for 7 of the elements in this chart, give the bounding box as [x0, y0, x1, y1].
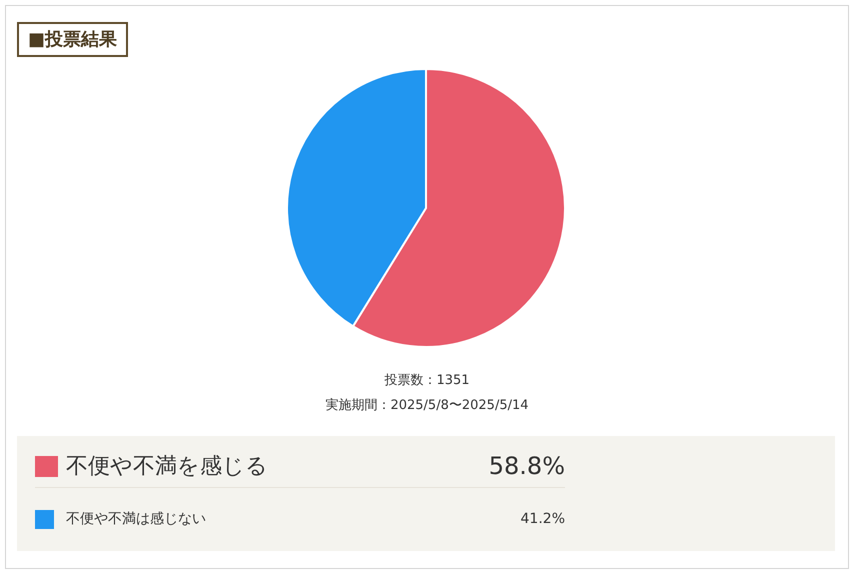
data-label: 58.8%	[488, 452, 565, 480]
legend-label: 不便や不満は感じない	[66, 510, 207, 528]
chart-title: ■投票結果	[17, 22, 128, 57]
data-label: 41.2%	[520, 511, 565, 527]
text: 実施期間：2025/5/8〜2025/5/14	[325, 398, 529, 413]
legend-label: 不便や不満を感じる	[66, 453, 269, 481]
text: 投票数：1351	[384, 373, 470, 388]
